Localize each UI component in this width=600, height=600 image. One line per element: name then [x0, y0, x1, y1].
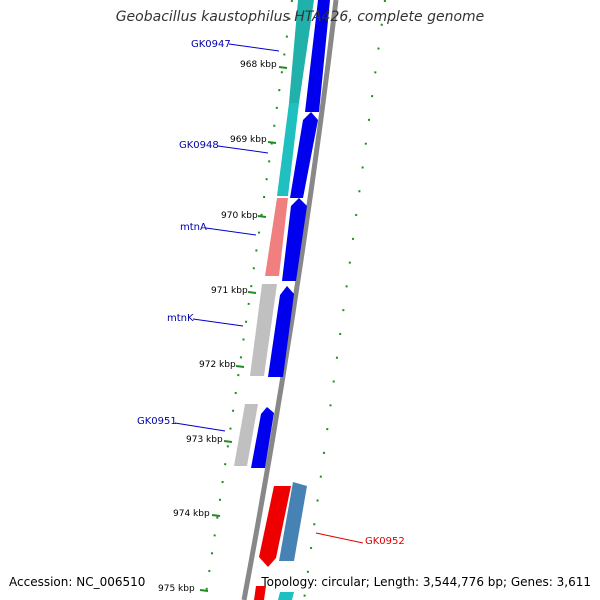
gene-track-gk0948[interactable]	[277, 103, 299, 196]
gene-track-gk0951[interactable]	[234, 404, 258, 466]
genome-backbone	[241, 0, 339, 600]
gene-label-gk0952[interactable]: GK0952	[365, 536, 405, 547]
kbp-label-975: 975 kbp	[158, 584, 195, 594]
tick-969	[267, 141, 277, 144]
cyan-gene-bottom	[278, 592, 294, 600]
steel-gene[interactable]	[279, 482, 307, 561]
gene-track-bottom	[254, 586, 266, 600]
blue-gene-3[interactable]	[282, 198, 307, 281]
blue-gene-4[interactable]	[268, 286, 294, 377]
kbp-label-974: 974 kbp	[173, 509, 210, 519]
tick-970	[257, 215, 267, 218]
leader-gk0951	[174, 422, 226, 432]
kbp-label-969: 969 kbp	[230, 135, 267, 145]
gene-label-gk0951[interactable]: GK0951	[137, 416, 177, 427]
leader-mtnk	[192, 318, 244, 327]
kbp-label-973: 973 kbp	[186, 435, 223, 445]
kbp-label-972: 972 kbp	[199, 360, 236, 370]
tick-973	[223, 440, 233, 443]
leader-gk0952	[315, 532, 364, 544]
gene-label-mtnk[interactable]: mtnK	[167, 313, 194, 324]
blue-gene-1[interactable]	[305, 0, 330, 112]
accession-label: Accession: NC_006510	[9, 575, 146, 589]
tick-968	[278, 66, 288, 69]
leader-mtna	[205, 227, 257, 236]
kbp-label-971: 971 kbp	[211, 286, 248, 296]
genome-title: Geobacillus kaustophilus HTA426, complet…	[115, 9, 485, 25]
gene-track-gk0947[interactable]	[289, 0, 314, 103]
gene-label-gk0947[interactable]: GK0947	[191, 39, 231, 50]
tick-972	[235, 365, 245, 368]
leader-gk0948	[217, 145, 269, 154]
gene-track-mtna[interactable]	[265, 198, 288, 276]
blue-gene-5[interactable]	[251, 407, 274, 468]
blue-gene-2[interactable]	[290, 112, 318, 198]
red-gene-gk0952[interactable]	[259, 486, 291, 567]
kbp-label-968: 968 kbp	[240, 60, 277, 70]
tick-975	[199, 589, 209, 592]
tick-971	[247, 291, 257, 294]
leader-gk0947	[228, 43, 280, 52]
gene-label-gk0948[interactable]: GK0948	[179, 140, 219, 151]
topology-label: Topology: circular; Length: 3,544,776 bp…	[261, 575, 591, 589]
kbp-label-970: 970 kbp	[221, 211, 258, 221]
gene-track-mtnk[interactable]	[250, 284, 277, 376]
tick-974	[211, 514, 221, 517]
gene-label-mtna[interactable]: mtnA	[180, 222, 207, 233]
